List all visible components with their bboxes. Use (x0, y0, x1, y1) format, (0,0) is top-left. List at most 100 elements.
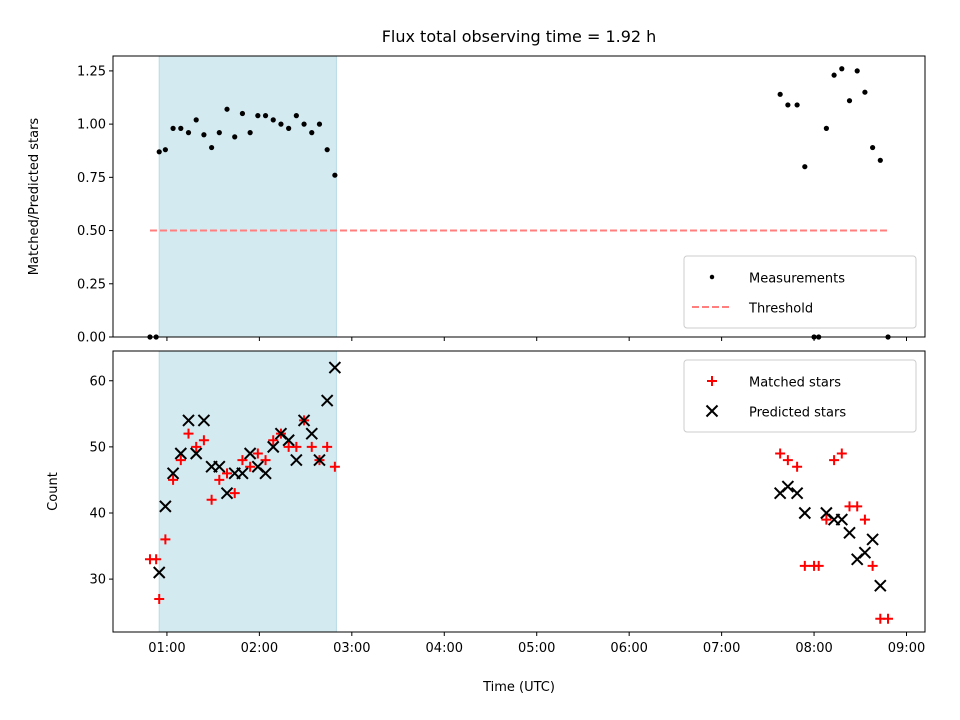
legend-label: Threshold (748, 302, 813, 317)
data-point-matched-stars (237, 455, 248, 466)
data-point-predicted-stars (790, 486, 804, 500)
data-point-predicted-stars (236, 467, 249, 480)
legend-box (683, 359, 917, 433)
y-tick: 0.00 (77, 331, 113, 346)
data-point-predicted-stars (213, 460, 226, 473)
y-tick: 50 (89, 440, 113, 455)
data-point-matched-stars (799, 560, 810, 571)
series-predicted-stars (153, 361, 887, 592)
data-point-measurements (839, 66, 845, 72)
data-point-predicted-stars (159, 500, 172, 513)
data-point-measurements (209, 144, 215, 151)
data-point-predicted-stars (182, 414, 195, 427)
ratio-panel: 0.00 0.25 0.50 0.75 1.00 1.25 Matched/Predict… (27, 55, 926, 346)
x-tick-label: 01:00 (148, 641, 185, 656)
data-point-matched-stars (329, 461, 340, 472)
data-point-predicted-stars (866, 533, 879, 546)
y-tick: 0.25 (77, 277, 113, 292)
y-tick-label: 1.25 (77, 64, 106, 79)
observing-window-span (158, 55, 337, 338)
data-point-predicted-stars (874, 579, 887, 592)
y-tick: 40 (89, 506, 113, 521)
data-point-matched-stars (852, 501, 863, 512)
data-point-matched-stars (175, 455, 186, 466)
data-point-measurements (239, 110, 246, 117)
y-tick-label: 60 (89, 374, 106, 389)
data-point-measurements (201, 132, 207, 138)
figure-title: Flux total observing time = 1.92 h (382, 27, 657, 46)
data-point-matched-stars (183, 428, 194, 439)
y-tick-label: 40 (89, 506, 106, 521)
data-point-measurements (831, 72, 837, 78)
y-tick-label: 30 (89, 573, 106, 588)
data-point-predicted-stars (858, 546, 872, 559)
x-tick-label: 09:00 (888, 641, 925, 656)
data-point-matched-stars (829, 455, 840, 466)
data-point-measurements (823, 125, 829, 131)
data-point-measurements (162, 147, 168, 153)
series-measurements (147, 66, 891, 340)
data-point-measurements (854, 68, 860, 74)
y-tick-label: 0.75 (77, 171, 106, 186)
y-tick-label: 50 (89, 440, 106, 455)
data-point-predicted-stars (843, 526, 856, 540)
data-point-matched-stars (813, 560, 824, 571)
data-point-matched-stars (154, 593, 165, 604)
data-point-measurements (324, 147, 330, 153)
data-point-matched-stars (782, 455, 793, 466)
data-point-matched-stars (198, 435, 209, 446)
x-tick-label: 03:00 (333, 641, 370, 656)
y-tick: 60 (89, 374, 113, 389)
data-point-matched-stars (821, 514, 832, 525)
data-point-predicted-stars (835, 513, 849, 526)
data-point-measurements (185, 130, 192, 136)
x-tick-label: 06:00 (610, 641, 647, 656)
y-tick: 0.75 (77, 171, 113, 186)
data-point-measurements (301, 121, 307, 127)
data-point-measurements (862, 89, 868, 95)
data-point-measurements (332, 172, 338, 178)
data-point-predicted-stars (282, 434, 295, 447)
data-point-matched-stars (191, 441, 202, 452)
y-tick: 1.00 (77, 118, 113, 133)
data-point-measurements (156, 149, 162, 155)
data-point-measurements (870, 144, 876, 151)
data-point-matched-stars (160, 534, 171, 545)
y-tick-label: 0.00 (77, 331, 106, 346)
data-point-matched-stars (260, 455, 271, 466)
data-point-measurements (286, 125, 292, 131)
data-point-predicted-stars (197, 414, 211, 427)
data-point-predicted-stars (297, 414, 311, 427)
data-point-predicted-stars (320, 394, 334, 407)
data-point-matched-stars (867, 560, 878, 571)
data-point-measurements (316, 121, 323, 127)
legend-marker-swatch (707, 376, 717, 386)
x-tick: 04:00 (426, 632, 463, 656)
legend-label: Predicted stars (749, 406, 846, 421)
data-point-matched-stars (222, 468, 233, 479)
data-point-matched-stars (168, 474, 179, 485)
x-tick: 01:00 (148, 632, 186, 656)
data-point-matched-stars (322, 441, 333, 452)
data-point-measurements (785, 102, 791, 108)
data-point-measurements (846, 98, 853, 104)
x-tick: 03:00 (333, 632, 371, 656)
x-tick-label: 05:00 (518, 641, 555, 656)
x-tick: 02:00 (241, 632, 278, 656)
data-point-matched-stars (229, 488, 240, 499)
data-point-predicted-stars (313, 453, 326, 467)
data-point-measurements (802, 164, 808, 170)
data-point-measurements (224, 106, 230, 112)
observing-window-span (158, 350, 337, 633)
data-point-measurements (777, 91, 783, 97)
data-point-matched-stars (214, 474, 225, 485)
x-tick: 05:00 (518, 632, 555, 656)
x-tick-label: 02:00 (241, 641, 278, 656)
x-tick-label: 08:00 (795, 641, 832, 656)
legend-box (683, 255, 917, 329)
data-point-measurements (193, 117, 199, 123)
data-point-measurements (216, 130, 222, 136)
y-tick: 30 (89, 573, 113, 588)
data-point-measurements (247, 130, 253, 136)
